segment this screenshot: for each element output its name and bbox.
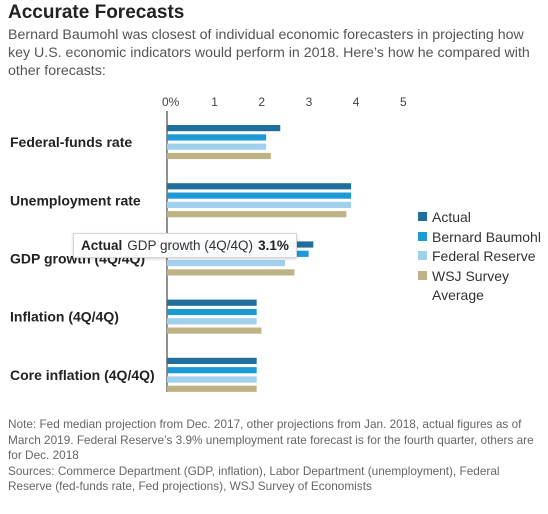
chart-subtitle: Bernard Baumohl was closest of individua… bbox=[8, 27, 530, 79]
legend-label: Federal Reserve bbox=[432, 248, 536, 264]
bar[interactable] bbox=[167, 269, 295, 276]
category-label: Federal-funds rate bbox=[10, 134, 132, 150]
chart-title: Accurate Forecasts bbox=[8, 2, 185, 23]
legend-item: Actual bbox=[418, 208, 548, 228]
legend: Actual Bernard Baumohl Federal Reserve WSJ … bbox=[418, 208, 548, 306]
bar[interactable] bbox=[167, 318, 257, 325]
legend-item: Bernard Baumohl bbox=[418, 228, 548, 248]
legend-label: Actual bbox=[432, 209, 471, 225]
x-axis-ticks: 0% 1 2 3 4 5 bbox=[162, 95, 407, 109]
legend-label: WSJ Survey Average bbox=[432, 267, 510, 304]
legend-swatch bbox=[418, 212, 427, 221]
legend-item: WSJ Survey Average bbox=[418, 267, 548, 306]
bar[interactable] bbox=[167, 134, 267, 141]
tooltip: Actual GDP growth (4Q/4Q) 3.1% bbox=[73, 233, 297, 258]
bar[interactable] bbox=[167, 183, 352, 190]
bar[interactable] bbox=[167, 201, 352, 208]
bar[interactable] bbox=[167, 385, 257, 392]
bar[interactable] bbox=[167, 367, 257, 374]
x-tick-label: 0% bbox=[162, 95, 180, 109]
bar[interactable] bbox=[167, 125, 281, 132]
tooltip-category: GDP growth (4Q/4Q) bbox=[127, 238, 254, 253]
legend-item: Federal Reserve bbox=[418, 247, 548, 267]
bar[interactable] bbox=[167, 308, 257, 316]
tooltip-series: Actual bbox=[81, 238, 123, 253]
bar[interactable] bbox=[167, 357, 257, 364]
note-text: Note: Fed median projection from Dec. 20… bbox=[8, 417, 534, 463]
bar[interactable] bbox=[167, 152, 271, 160]
legend-swatch bbox=[418, 251, 427, 260]
bar[interactable] bbox=[167, 299, 257, 306]
x-tick-label: 1 bbox=[211, 95, 218, 109]
bar[interactable] bbox=[167, 376, 257, 383]
x-tick-label: 3 bbox=[306, 95, 313, 109]
x-tick-label: 4 bbox=[353, 95, 360, 109]
sources-text: Sources: Commerce Department (GDP, infla… bbox=[8, 463, 500, 494]
bar[interactable] bbox=[167, 143, 267, 150]
x-tick-label: 5 bbox=[400, 95, 407, 109]
category-label: Unemployment rate bbox=[10, 192, 141, 208]
chart-notes: Note: Fed median projection from Dec. 20… bbox=[8, 417, 542, 495]
legend-label: Bernard Baumohl bbox=[432, 228, 541, 245]
bar[interactable] bbox=[167, 211, 347, 218]
category-label: Core inflation (4Q/4Q) bbox=[10, 367, 155, 383]
legend-swatch bbox=[418, 270, 427, 280]
bar[interactable] bbox=[167, 192, 352, 199]
x-tick-label: 2 bbox=[258, 95, 265, 109]
category-label: Inflation (4Q/4Q) bbox=[10, 309, 119, 325]
legend-swatch bbox=[418, 231, 427, 241]
bars bbox=[167, 125, 352, 392]
tooltip-value: 3.1% bbox=[258, 238, 289, 253]
bar[interactable] bbox=[167, 327, 262, 334]
bar[interactable] bbox=[167, 260, 285, 267]
